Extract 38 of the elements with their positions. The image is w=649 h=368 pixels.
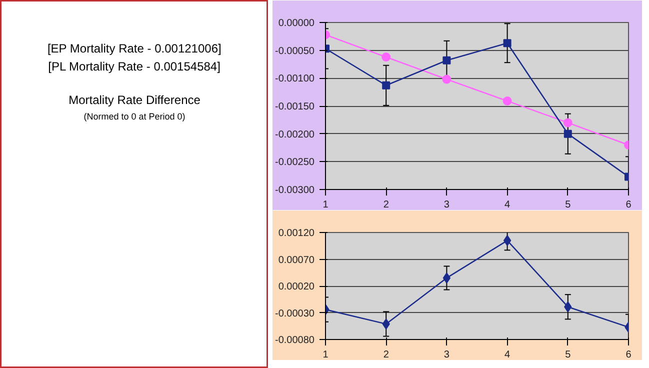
point [382,81,390,90]
y-tick-label: -0.00150 [275,102,315,112]
x-tick-label: 1 [322,350,329,360]
y-tick-label: -0.00300 [275,185,315,196]
x-tick-label: 2 [383,200,390,210]
point [442,74,452,84]
x-tick-label: 5 [565,200,572,210]
y-tick-label: 0.00070 [278,254,315,266]
x-tick-label: 3 [444,350,450,360]
x-tick-label: 4 [504,200,511,210]
y-tick-label: 0.00120 [278,228,315,239]
point [442,56,451,64]
y-tick-label: -0.00100 [275,74,315,85]
x-tick-label: 2 [383,350,390,360]
x-tick-label: 6 [626,200,632,210]
point [382,52,391,62]
x-tick-label: 6 [626,350,632,360]
y-tick-label: 0.00020 [278,282,315,292]
text: [PL Mortality Rate - 0.00154584] [48,60,220,74]
text: [EP Mortality Rate - 0.00121006] [47,41,222,56]
point [564,130,572,138]
text: (Normed to 0 at Period 0) [84,111,186,122]
point [503,235,512,246]
point [442,272,451,284]
point [563,118,572,128]
y-tick-label: 0.00000 [278,18,315,29]
x-tick-label: 1 [322,200,329,210]
y-tick-label: -0.00250 [275,157,315,168]
point [503,39,512,48]
y-tick-label: -0.00050 [275,46,315,57]
text: Mortality Rate Difference [68,92,201,107]
y-tick-label: -0.00080 [275,335,315,346]
x-tick-label: 5 [565,350,572,360]
x-tick-label: 3 [444,200,450,210]
x-tick-label: 4 [504,350,511,360]
y-tick-label: -0.00200 [275,129,315,140]
point [502,96,512,106]
y-tick-label: -0.00030 [275,308,315,320]
